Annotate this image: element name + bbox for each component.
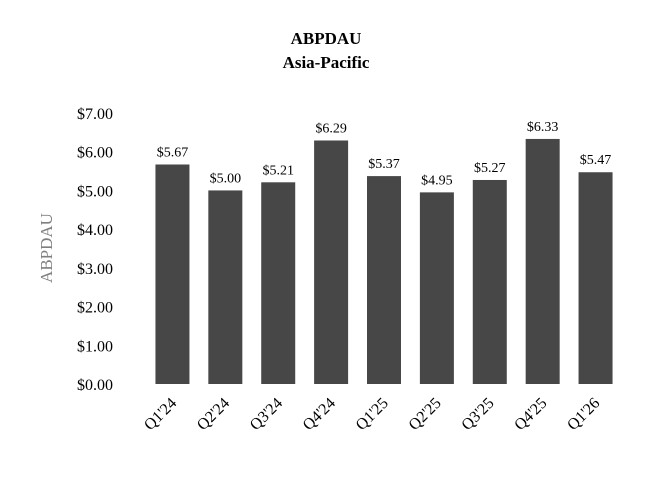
- x-tick-label: Q1'24: [141, 395, 180, 434]
- bar-data-label: $5.67: [157, 145, 189, 160]
- bar: [208, 190, 243, 384]
- y-axis-label: ABPDAU: [37, 213, 56, 283]
- x-tick-label: Q4'24: [300, 395, 339, 434]
- y-tick-label: $0.00: [77, 377, 113, 394]
- y-tick-label: $1.00: [77, 338, 113, 355]
- bar-data-label: $6.33: [527, 120, 559, 135]
- bars-group: $5.67 $5.00 $5.21 $6.29 $5.37 $4.95 $5.27 $6.33…: [155, 120, 613, 384]
- bar-data-label: $6.29: [315, 121, 347, 136]
- bar-data-label: $5.47: [580, 153, 612, 168]
- x-tick-label: Q4'25: [511, 395, 550, 434]
- x-tick-label: Q1'26: [564, 395, 603, 434]
- y-tick-label: $3.00: [77, 261, 113, 278]
- bar-data-label: $4.95: [421, 173, 453, 188]
- chart-subtitle: Asia-Pacific: [283, 53, 370, 72]
- bar: [367, 176, 401, 384]
- bar: [261, 182, 296, 384]
- x-tick-label: Q1'25: [353, 395, 392, 434]
- bar-data-label: $5.27: [474, 161, 506, 176]
- y-axis-ticks: $0.00 $1.00 $2.00 $3.00 $4.00 $5.00 $6.00 $7.00: [77, 106, 113, 394]
- y-tick-label: $5.00: [77, 183, 113, 200]
- x-tick-label: Q2'25: [406, 395, 445, 434]
- y-tick-label: $6.00: [77, 145, 113, 162]
- bar: [472, 179, 507, 384]
- bar: [314, 140, 349, 384]
- x-tick-label: Q3'25: [458, 395, 497, 434]
- x-tick-label: Q3'24: [247, 395, 286, 434]
- y-tick-label: $4.00: [77, 222, 113, 239]
- x-tick-label: Q2'24: [194, 395, 233, 434]
- bar-data-label: $5.21: [262, 163, 294, 178]
- bar-data-label: $5.00: [210, 171, 242, 186]
- bar: [419, 192, 454, 384]
- bar: [578, 172, 613, 384]
- x-axis-ticks: Q1'24 Q2'24 Q3'24 Q4'24 Q1'25 Q2'25 Q3'25 Q4'25…: [141, 395, 603, 434]
- y-tick-label: $7.00: [77, 106, 113, 123]
- bar: [155, 164, 190, 384]
- bar-data-label: $5.37: [368, 157, 400, 172]
- y-tick-label: $2.00: [77, 300, 113, 317]
- chart-title: ABPDAU: [291, 29, 362, 48]
- bar: [525, 138, 560, 384]
